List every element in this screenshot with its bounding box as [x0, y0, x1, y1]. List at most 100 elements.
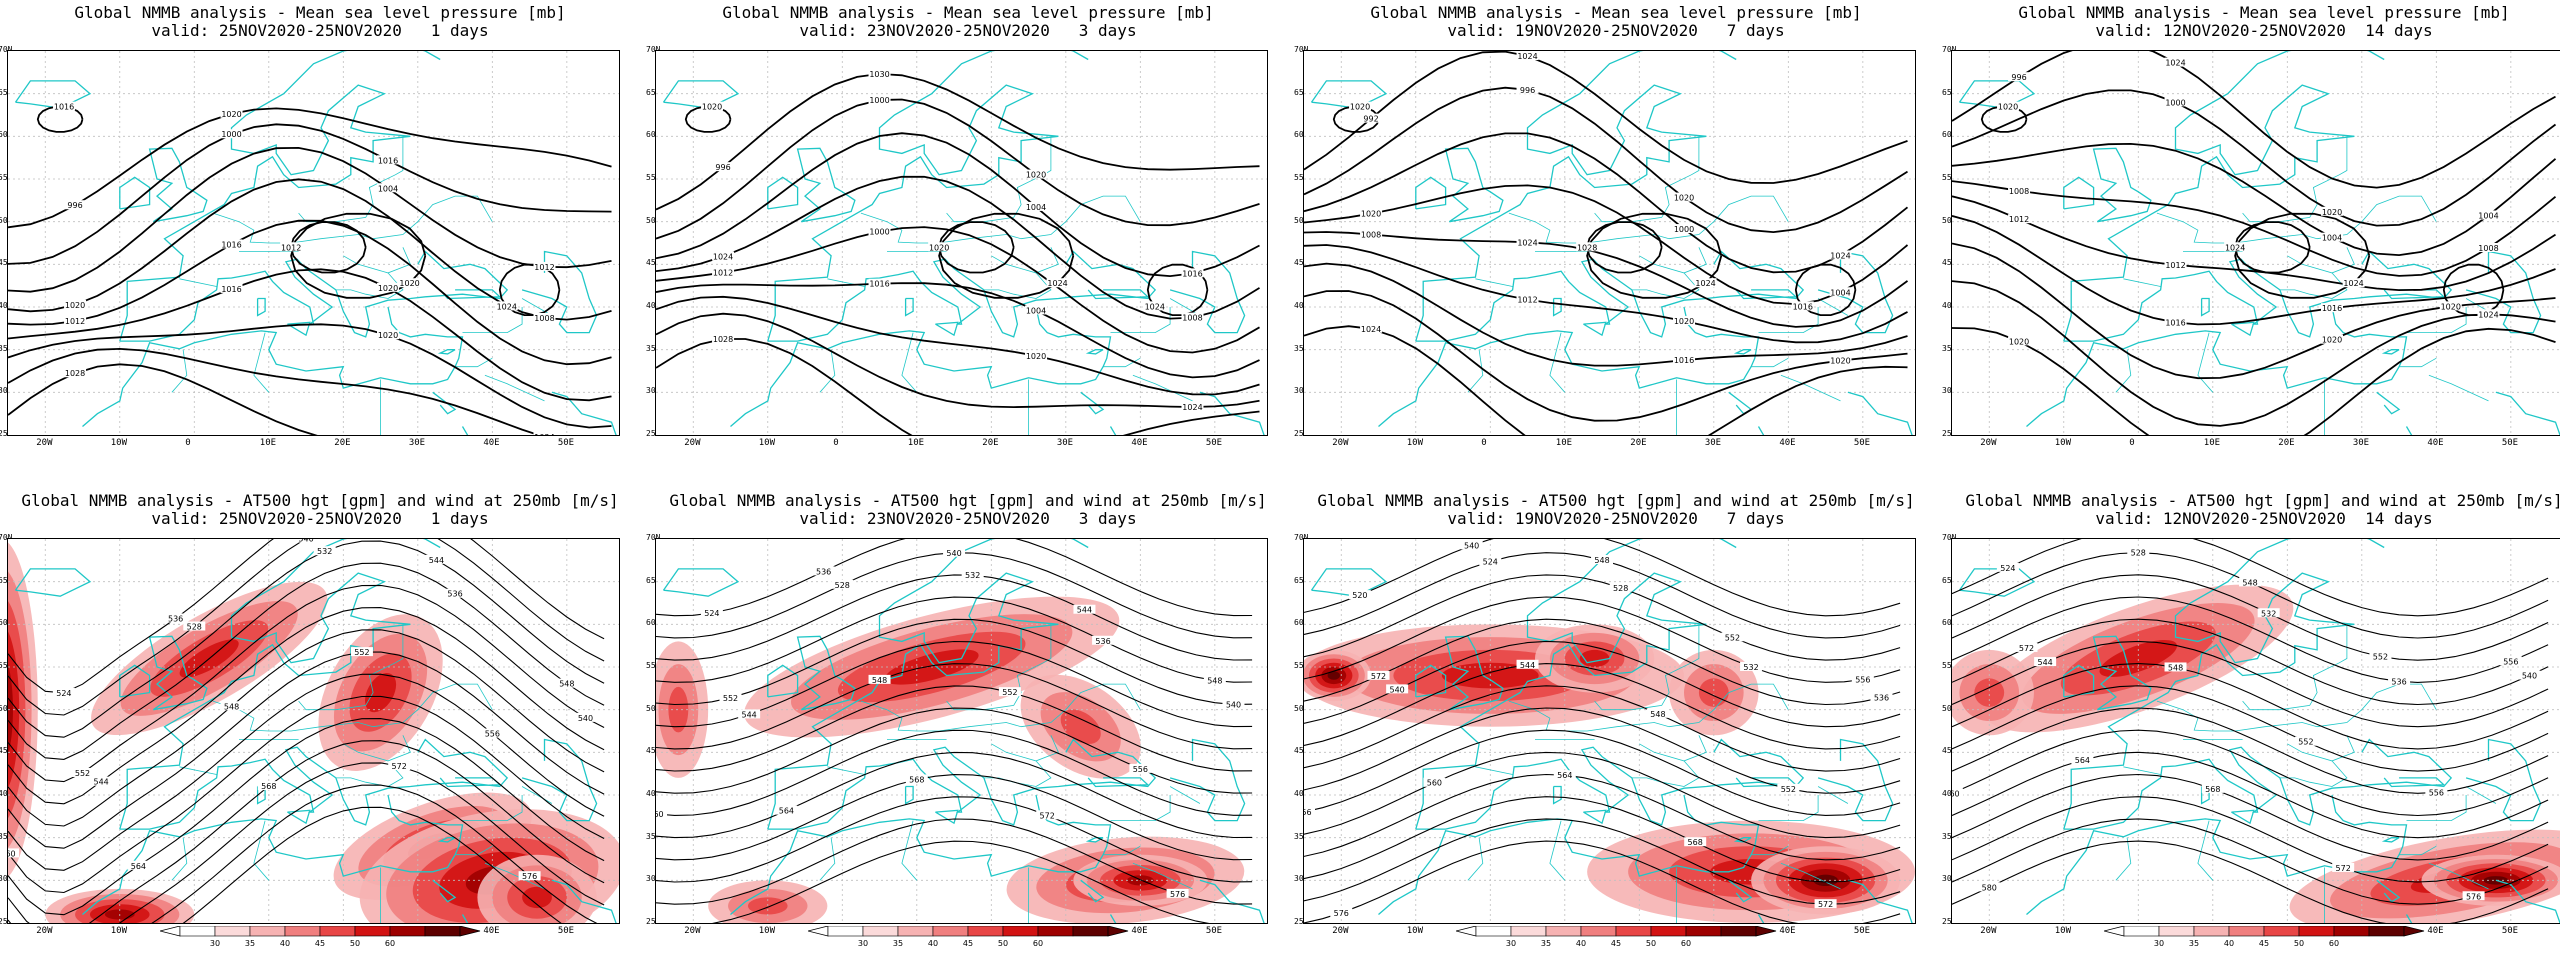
contour-label: 552 [1002, 688, 1017, 697]
isoline [1304, 88, 1908, 232]
contour-label: 524 [1483, 557, 1498, 566]
isoline [1304, 52, 1908, 183]
contour-label: 576 [522, 872, 537, 881]
contour-label: 544 [93, 778, 108, 787]
lon-tick-label: 30E [1057, 438, 1073, 448]
contour-label: 1024 [2165, 59, 2185, 68]
contour-label: 572 [2336, 864, 2351, 873]
contour-label: 1016 [221, 285, 241, 294]
colorbar-swatch [285, 926, 320, 936]
colorbar-tick-label: 40 [928, 939, 938, 948]
panel-title: Global NMMB analysis - AT500 hgt [gpm] a… [648, 492, 1288, 509]
contour-label: 1020 [2441, 302, 2461, 311]
isoline [291, 222, 366, 272]
contour-label: 1016 [1793, 302, 1813, 311]
colorbar-swatch [425, 926, 460, 936]
contour-label: 1000 [869, 96, 889, 105]
colorbar-tick-label: 50 [998, 939, 1008, 948]
contour-label: 524 [56, 689, 71, 698]
contour-label: 552 [2298, 738, 2313, 747]
isoline [1304, 291, 1908, 421]
colorbar-tick-label: 45 [1611, 939, 1621, 948]
contour-label: 548 [224, 702, 239, 711]
contour-label: 548 [1650, 710, 1665, 719]
colorbar-tick-label: 45 [2259, 939, 2269, 948]
isoline [1952, 730, 2548, 815]
contour-label: 1024 [1182, 403, 1202, 412]
contour-label: 1024 [1517, 238, 1537, 247]
contour-label: 1012 [65, 317, 85, 326]
colorbar-swatch [2299, 926, 2334, 936]
contour-label: 1024 [497, 302, 517, 311]
contour-label: 544 [2037, 658, 2052, 667]
contour-label: 552 [2373, 652, 2388, 661]
contour-label: 996 [2011, 73, 2026, 82]
map-area: 5245285325365405445485525565605645685725… [7, 538, 620, 924]
colorbar-swatch [2264, 926, 2299, 936]
panel-title: Global NMMB analysis - Mean sea level pr… [0, 4, 640, 21]
colorbar-tick-label: 40 [1576, 939, 1586, 948]
lon-tick-label: 50E [1206, 438, 1222, 448]
contour-label: 1020 [1026, 171, 1046, 180]
contour-label: 528 [187, 623, 202, 632]
panel-valid-period: valid: 23NOV2020-25NOV2020 3 days [648, 22, 1288, 39]
map-panel-5: Global NMMB analysis - AT500 hgt [gpm] a… [0, 488, 640, 968]
contour-label: 1028 [713, 335, 733, 344]
contour-label: 1016 [2322, 304, 2342, 313]
contour-label: 532 [2261, 609, 2276, 618]
contour-label: 532 [686, 922, 701, 923]
contour-label: 560 [8, 849, 16, 858]
map-canvas: 9961000100410081012101610201024102810121… [8, 51, 619, 435]
contour-label: 1008 [1182, 314, 1202, 323]
contour-label: 1020 [1830, 357, 1850, 366]
contour-label: 996 [1520, 86, 1535, 95]
contour-label: 572 [392, 762, 407, 771]
contour-label: 1024 [1517, 52, 1537, 61]
contour-label: 1016 [1182, 269, 1202, 278]
colorbar-tick-label: 50 [2294, 939, 2304, 948]
contour-label: 528 [2131, 549, 2146, 558]
lon-tick-label: 20W [36, 438, 52, 448]
lon-tick-label: 0 [1481, 438, 1486, 448]
contour-label: 556 [1855, 675, 1870, 684]
contour-label: 548 [1594, 556, 1609, 565]
isoline [8, 108, 612, 227]
panel-title: Global NMMB analysis - Mean sea level pr… [1296, 4, 1936, 21]
colorbar-swatch [2229, 926, 2264, 936]
colorbar-swatch [863, 926, 898, 936]
lon-tick-label: 20E [982, 438, 998, 448]
wind-shading [1304, 624, 1915, 923]
contour-lines [656, 74, 1260, 435]
contour-label: 556 [2503, 657, 2518, 666]
contour-label: 540 [946, 549, 961, 558]
contour-label: 1012 [713, 269, 733, 278]
contour-labels: 9961000100410081012101610201024102810121… [53, 102, 555, 435]
contour-label: 552 [1781, 785, 1796, 794]
contour-label: 528 [1613, 584, 1628, 593]
isoline [8, 324, 612, 427]
contour-label: 536 [447, 590, 462, 599]
lon-tick-label: 50E [2502, 438, 2518, 448]
lon-tick-label: 40E [1779, 438, 1795, 448]
lon-tick-label: 0 [2129, 438, 2134, 448]
lon-tick-label: 10W [2055, 438, 2071, 448]
contour-label: 1004 [2322, 234, 2342, 243]
contour-label: 1016 [2165, 319, 2185, 328]
lon-tick-label: 10W [1407, 926, 1423, 936]
contour-label: 564 [131, 862, 146, 871]
contour-label: 540 [298, 539, 313, 543]
lon-tick-label: 0 [833, 438, 838, 448]
contour-label: 524 [2000, 564, 2015, 573]
map-panel-3: Global NMMB analysis - Mean sea level pr… [1296, 0, 1936, 480]
isoline [656, 74, 1260, 210]
isoline [1952, 244, 2556, 379]
map-canvas: 9961000100410081012101610201024102810201… [656, 51, 1267, 435]
colorbar-tick-label: 35 [245, 939, 255, 948]
contour-lines [1304, 52, 1908, 435]
contour-label: 540 [2522, 671, 2537, 680]
panel-title: Global NMMB analysis - Mean sea level pr… [1944, 4, 2560, 21]
lon-tick-label: 10W [2055, 926, 2071, 936]
colorbar-tick-label: 40 [2224, 939, 2234, 948]
colorbar-tick-label: 30 [1506, 939, 1516, 948]
colorbar-swatch [320, 926, 355, 936]
